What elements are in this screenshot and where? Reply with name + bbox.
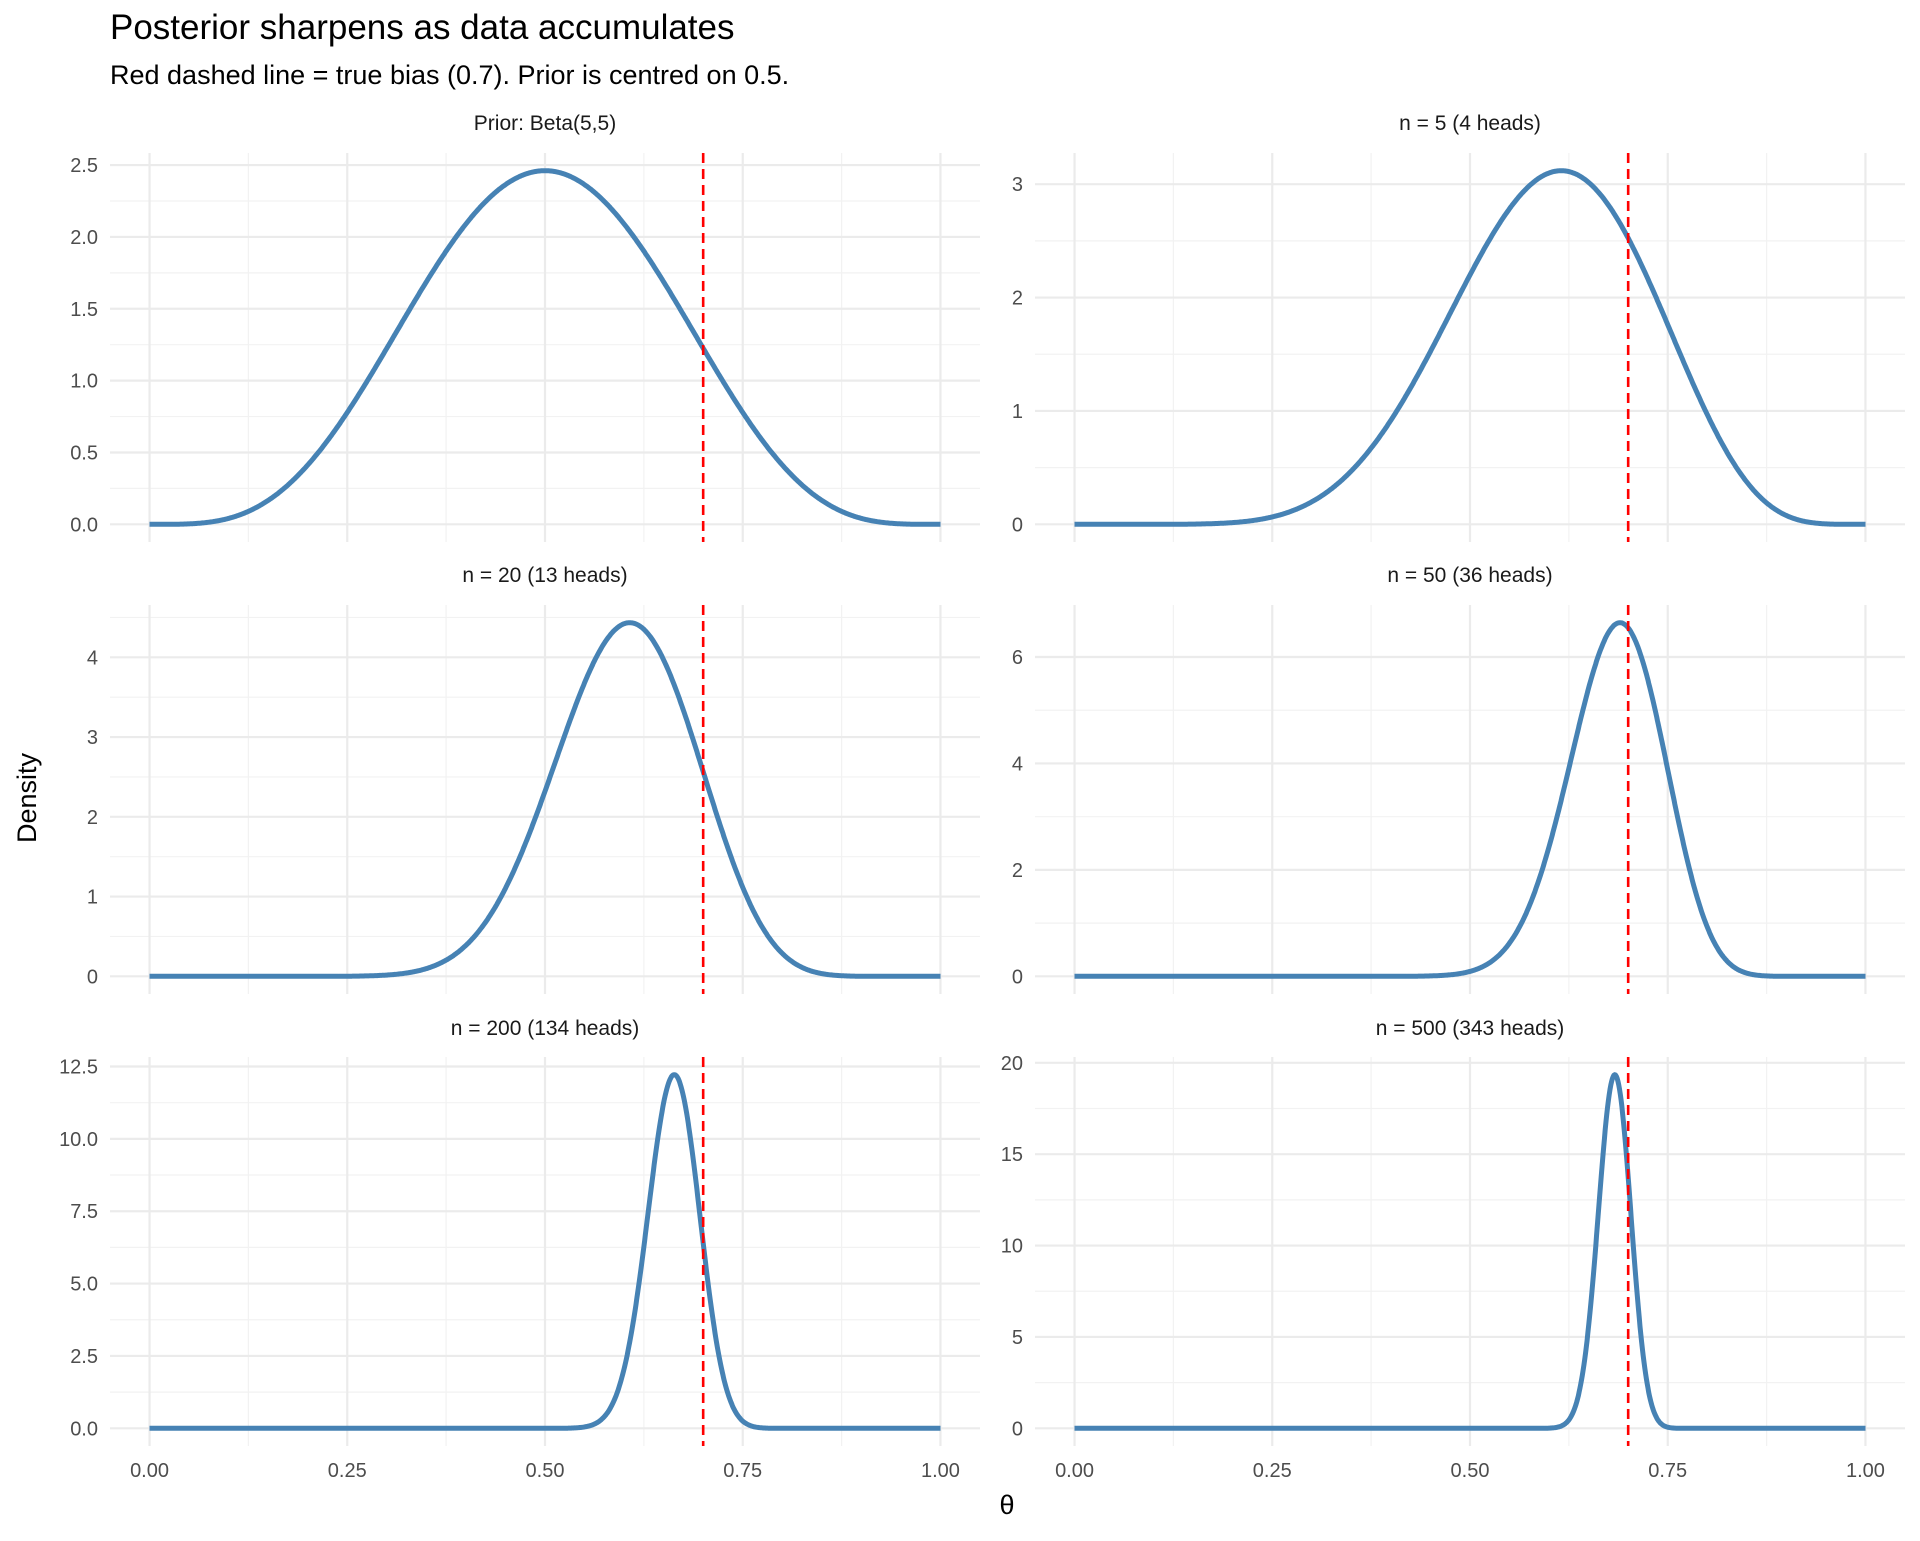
x-tick-label: 0.75 <box>1648 1460 1687 1482</box>
y-tick-label: 2 <box>1012 860 1023 882</box>
density-curve <box>1072 168 1868 527</box>
y-tick-label: 0.0 <box>70 1418 98 1440</box>
x-tick-label: 0.50 <box>1451 1460 1490 1482</box>
y-tick-label: 15 <box>1001 1144 1023 1166</box>
facet-panel: 0 5 10 15 20 n = 500 (343 heads) 0.00 0.25 0.50 0… <box>1001 1017 1905 1482</box>
chart-subtitle: Red dashed line = true bias (0.7). Prior… <box>110 60 789 90</box>
y-tick-label: 4 <box>1012 753 1023 775</box>
y-tick-label: 5 <box>1012 1327 1023 1349</box>
y-tick-label: 4 <box>87 647 98 669</box>
density-curve <box>1072 1072 1868 1431</box>
facet-title: n = 500 (343 heads) <box>1376 1017 1565 1040</box>
y-tick-label: 12.5 <box>59 1056 98 1078</box>
y-tick-label: 10 <box>1001 1236 1023 1258</box>
y-tick-label: 1.0 <box>70 371 98 393</box>
x-tick-label: 0.75 <box>723 1460 762 1482</box>
y-tick-label: 2.5 <box>70 155 98 177</box>
facet-title: n = 50 (36 heads) <box>1387 564 1552 587</box>
y-tick-label: 0 <box>87 966 98 988</box>
density-curve <box>147 168 943 527</box>
facet-title: n = 5 (4 heads) <box>1399 112 1541 135</box>
facet-panel: 0 1 2 3 4 n = 20 (13 heads) <box>87 564 980 994</box>
y-tick-label: 1 <box>87 887 98 909</box>
y-tick-label: 0 <box>1012 1418 1023 1440</box>
facet-panel: 0 1 2 3 n = 5 (4 heads) <box>1012 112 1905 542</box>
density-curve <box>1072 620 1868 979</box>
y-tick-label: 20 <box>1001 1053 1023 1075</box>
facet-panel: 0 2 4 6 n = 50 (36 heads) <box>1012 564 1905 994</box>
facet-title: n = 20 (13 heads) <box>462 564 627 587</box>
y-tick-label: 2.5 <box>70 1346 98 1368</box>
facet-title: n = 200 (134 heads) <box>451 1017 640 1040</box>
x-axis-label: θ <box>999 1490 1014 1520</box>
x-tick-label: 0.25 <box>1253 1460 1292 1482</box>
y-tick-label: 3 <box>1012 174 1023 196</box>
density-curve <box>147 1072 943 1431</box>
x-tick-label: 1.00 <box>1846 1460 1885 1482</box>
facet-panel: 0.0 2.5 5.0 7.5 10.0 12.5 n = 200 (134 heads) 0… <box>59 1017 980 1482</box>
y-tick-label: 2 <box>1012 288 1023 310</box>
x-tick-label: 0.50 <box>526 1460 565 1482</box>
y-tick-label: 10.0 <box>59 1129 98 1151</box>
y-tick-label: 3 <box>87 727 98 749</box>
x-tick-label: 0.00 <box>130 1460 169 1482</box>
y-axis-label: Density <box>12 752 42 843</box>
y-tick-label: 1 <box>1012 401 1023 423</box>
y-tick-label: 5.0 <box>70 1274 98 1296</box>
facet-panel: 0.0 0.5 1.0 1.5 2.0 2.5 Prior: Beta(5,5) <box>70 112 980 542</box>
y-tick-label: 0.0 <box>70 514 98 536</box>
y-tick-label: 1.5 <box>70 299 98 321</box>
y-tick-label: 7.5 <box>70 1201 98 1223</box>
chart-title: Posterior sharpens as data accumulates <box>110 8 735 47</box>
y-tick-label: 6 <box>1012 647 1023 669</box>
facet-title: Prior: Beta(5,5) <box>474 112 616 135</box>
y-tick-label: 2 <box>87 807 98 829</box>
x-tick-label: 0.25 <box>328 1460 367 1482</box>
y-tick-label: 0 <box>1012 966 1023 988</box>
y-tick-label: 0 <box>1012 514 1023 536</box>
x-tick-label: 1.00 <box>921 1460 960 1482</box>
x-tick-label: 0.00 <box>1055 1460 1094 1482</box>
density-curve <box>147 620 943 979</box>
y-tick-label: 2.0 <box>70 227 98 249</box>
y-tick-label: 0.5 <box>70 442 98 464</box>
